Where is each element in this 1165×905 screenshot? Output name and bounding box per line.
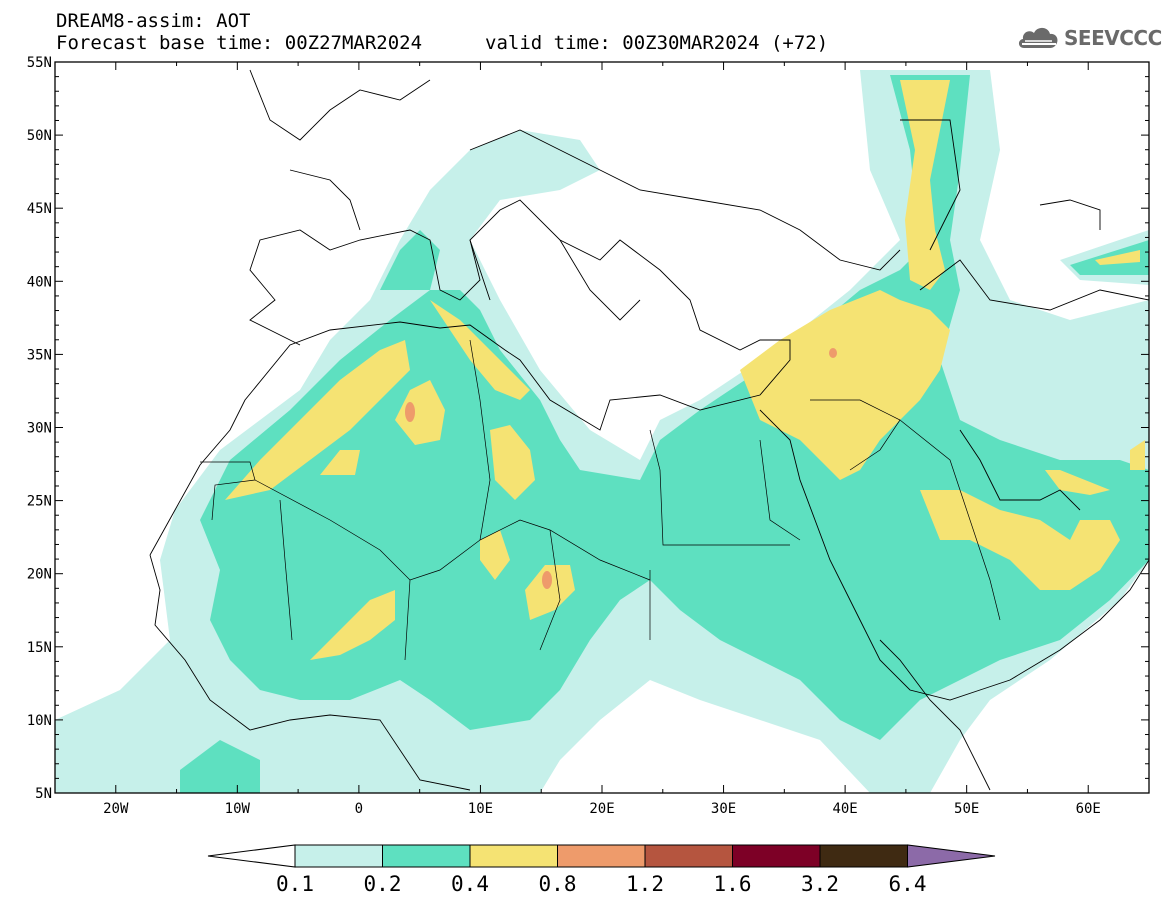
colorbar-label: 6.4 xyxy=(889,872,927,896)
country-borders xyxy=(200,339,1001,661)
lon-tick-label: 0 xyxy=(355,801,363,817)
colorbar-segment xyxy=(382,844,471,868)
coastlines xyxy=(149,69,1149,791)
colorbar-label: 1.6 xyxy=(714,872,752,896)
colorbar-segment xyxy=(732,844,821,868)
colorbar-segment xyxy=(819,844,908,868)
lat-tick-label: 15N xyxy=(27,640,52,656)
colorbar-segment xyxy=(644,844,733,868)
cloud-icon xyxy=(1018,27,1058,48)
lon-tick-label: 30E xyxy=(711,801,736,817)
valid-time: valid time: 00Z30MAR2024 (+72) xyxy=(485,32,829,54)
colorbar-labels: 0.1 0.2 0.4 0.8 1.2 1.6 3.2 6.4 xyxy=(276,872,926,896)
colorbar-label: 3.2 xyxy=(801,872,839,896)
forecast-base-time: Forecast base time: 00Z27MAR2024 xyxy=(56,32,423,54)
lon-tick-label: 10W xyxy=(225,801,251,817)
logo-text: SEEVCCC xyxy=(1064,26,1162,50)
colorbar xyxy=(207,844,996,868)
axis-ticks xyxy=(54,61,1150,794)
lat-tick-label: 25N xyxy=(27,494,52,510)
lon-tick-label: 10E xyxy=(468,801,493,817)
aot-level-0.2 xyxy=(180,75,1149,793)
lon-tick-label: 20E xyxy=(589,801,614,817)
lat-tick-label: 50N xyxy=(27,128,52,144)
lat-tick-label: 40N xyxy=(27,274,52,290)
longitude-labels: 20W 10W 0 10E 20E 30E 40E 50E 60E xyxy=(103,801,1101,817)
aot-level-0.8 xyxy=(405,348,837,589)
colorbar-label: 0.8 xyxy=(539,872,577,896)
aot-level-0.1 xyxy=(55,70,1149,793)
colorbar-left-arrow xyxy=(207,844,296,868)
lon-tick-label: 40E xyxy=(832,801,857,817)
lat-tick-label: 10N xyxy=(27,713,52,729)
seevccc-logo: SEEVCCC xyxy=(1016,22,1162,54)
lat-tick-label: 35N xyxy=(27,347,52,363)
colorbar-segment xyxy=(294,844,383,868)
colorbar-label: 0.1 xyxy=(276,872,314,896)
lon-tick-label: 20W xyxy=(103,801,129,817)
aot-field xyxy=(55,70,1149,793)
colorbar-label: 0.2 xyxy=(364,872,402,896)
latitude-labels: 55N 50N 45N 40N 35N 30N 25N 20N 15N 10N 5N xyxy=(27,55,52,802)
colorbar-label: 1.2 xyxy=(626,872,664,896)
lat-tick-label: 20N xyxy=(27,567,52,583)
lat-tick-label: 45N xyxy=(27,201,52,217)
aot-level-0.4 xyxy=(225,80,1145,660)
colorbar-segment xyxy=(469,844,558,868)
lat-tick-label: 5N xyxy=(35,786,52,802)
lon-tick-label: 50E xyxy=(954,801,979,817)
colorbar-right-arrow xyxy=(907,844,996,868)
lon-tick-label: 60E xyxy=(1076,801,1101,817)
model-title: DREAM8-assim: AOT xyxy=(56,10,251,32)
colorbar-label: 0.4 xyxy=(451,872,489,896)
lat-tick-label: 30N xyxy=(27,421,52,437)
lat-tick-label: 55N xyxy=(27,55,52,71)
colorbar-segment xyxy=(557,844,646,868)
